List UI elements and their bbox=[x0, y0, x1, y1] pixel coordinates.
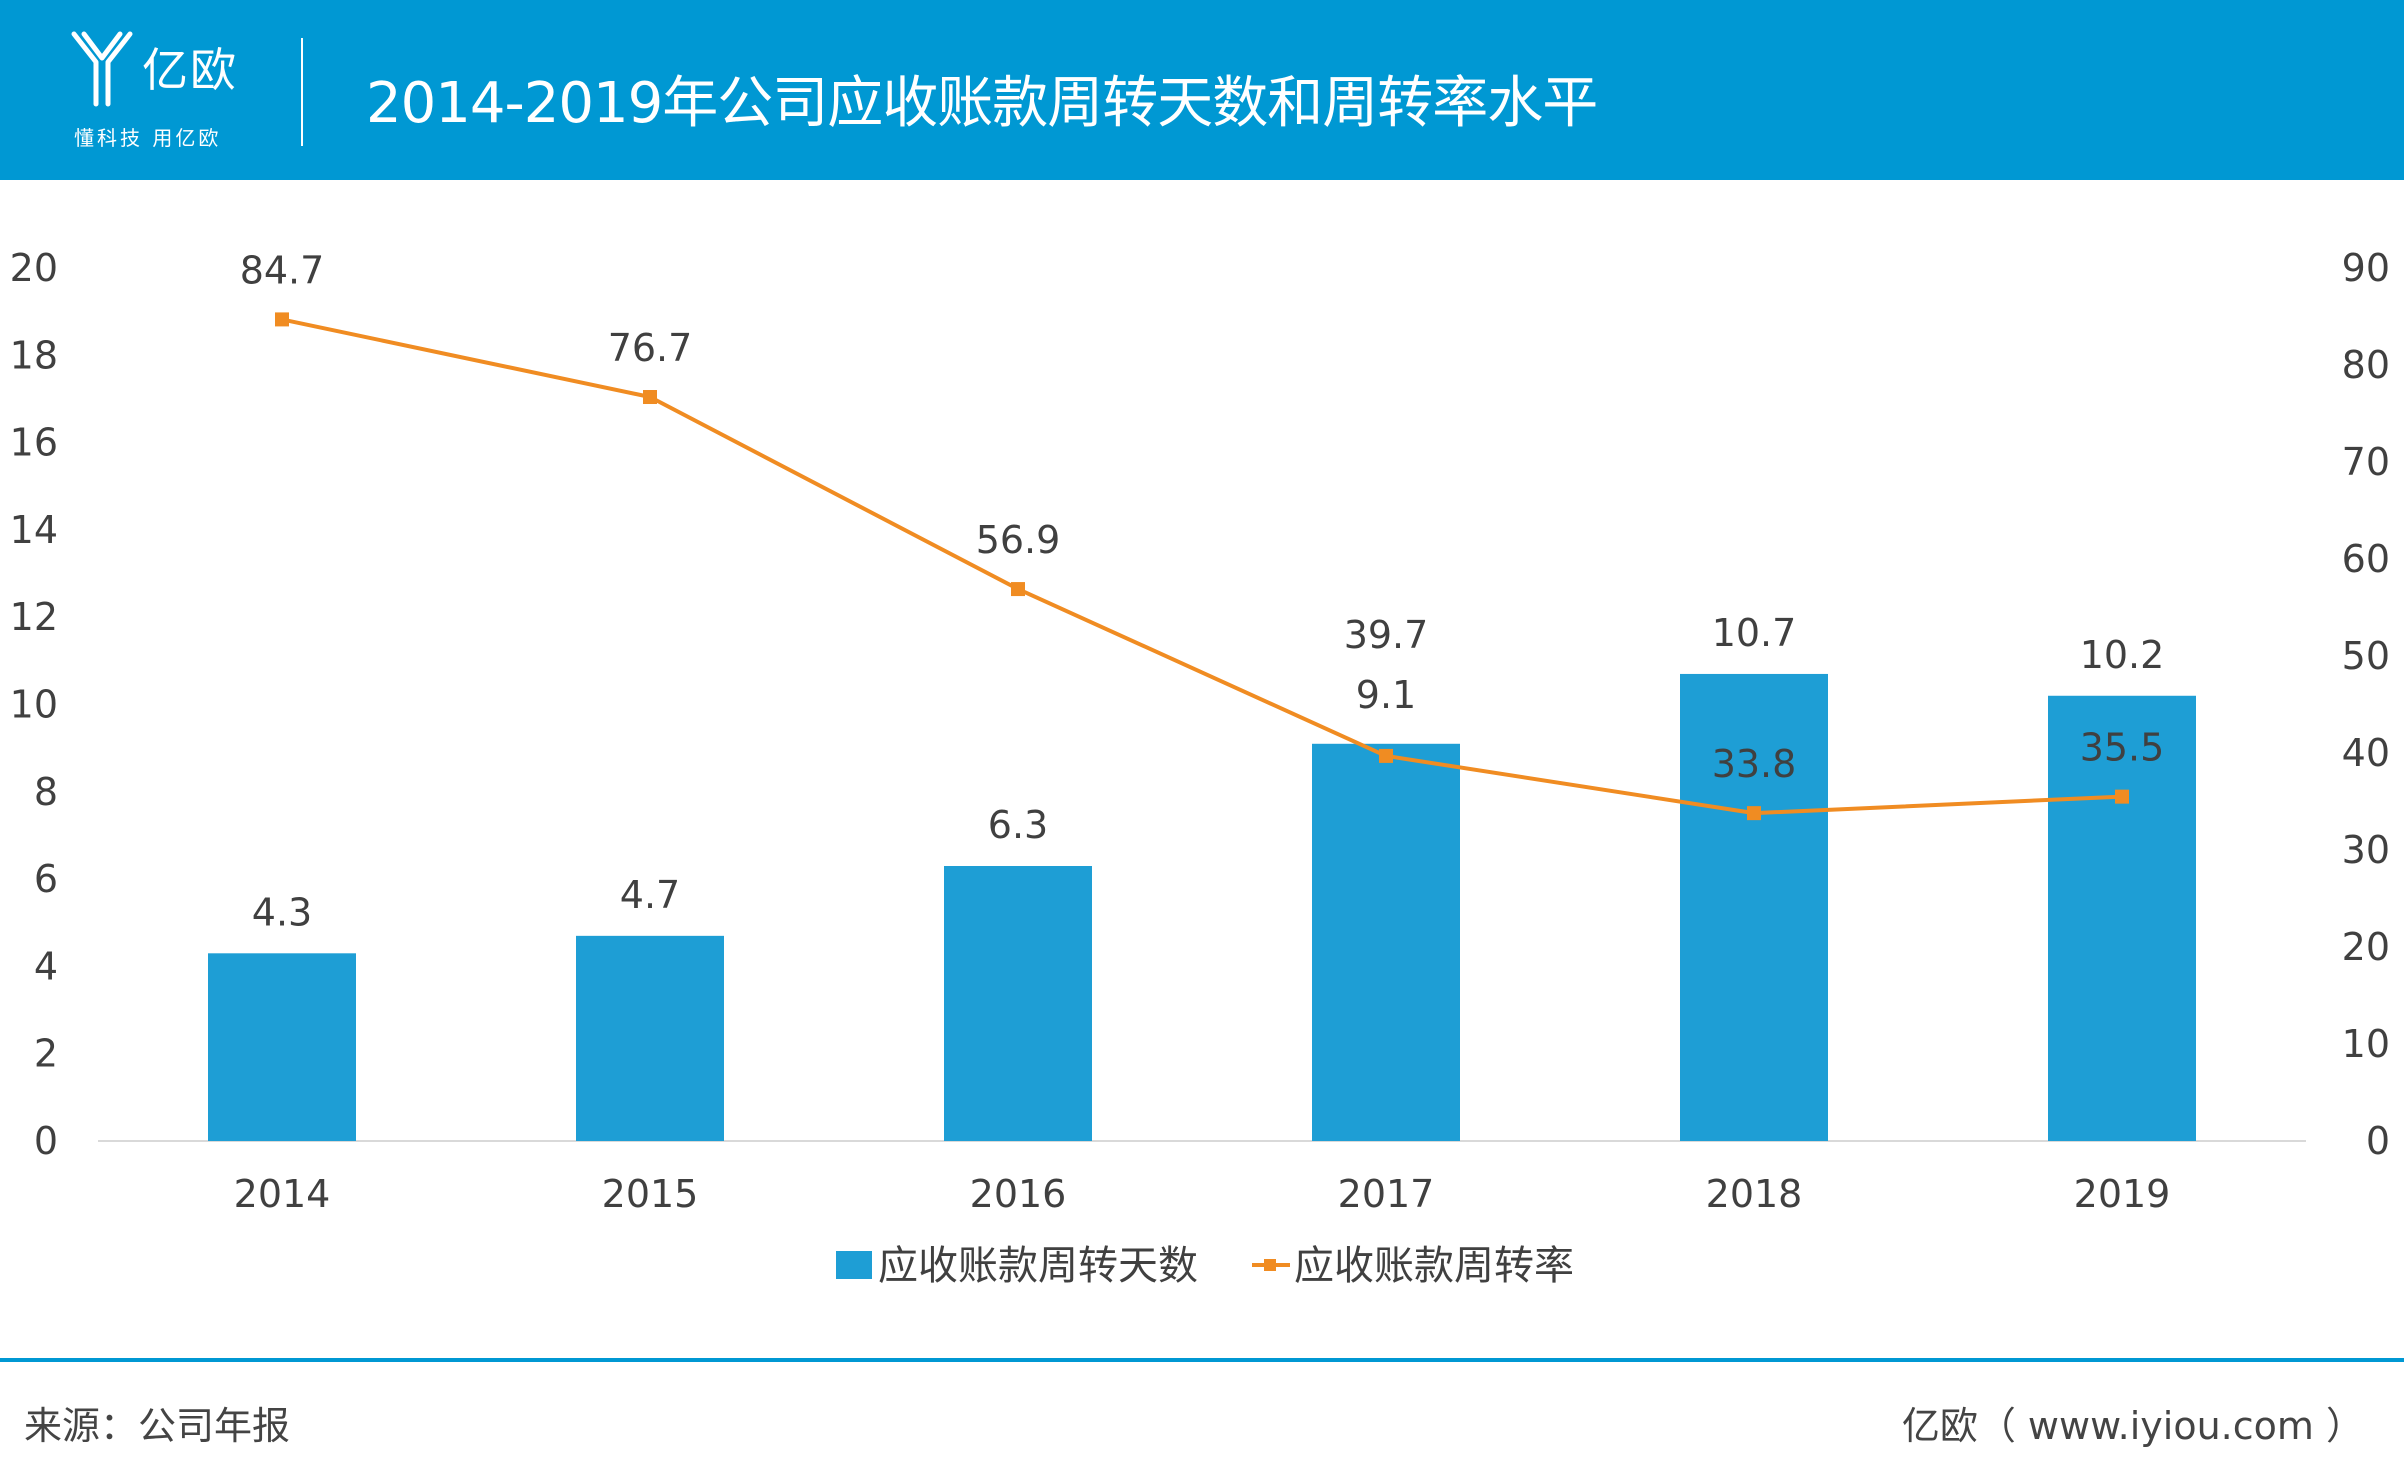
x-tick-label: 2015 bbox=[602, 1172, 699, 1216]
x-tick-label: 2014 bbox=[234, 1172, 331, 1216]
legend-bar-label: 应收账款周转天数 bbox=[878, 1243, 1198, 1289]
bar-2017 bbox=[1312, 743, 1460, 1141]
bar-data-label: 6.3 bbox=[988, 803, 1048, 847]
bar-data-label: 4.7 bbox=[620, 873, 680, 917]
y-right-tick-label: 0 bbox=[2366, 1119, 2390, 1163]
credit-note: 亿欧（ www.iyiou.com ） bbox=[1901, 1404, 2364, 1448]
y-left-tick-label: 8 bbox=[34, 770, 58, 814]
bar-2018 bbox=[1680, 673, 1828, 1141]
y-right-tick-label: 20 bbox=[2342, 925, 2390, 969]
bar-data-label: 4.3 bbox=[252, 890, 312, 934]
line-data-label: 33.8 bbox=[1712, 742, 1797, 786]
y-left-tick-label: 16 bbox=[10, 421, 58, 465]
turnover-rate-line bbox=[281, 317, 2123, 816]
chart-area: 0 2 4 6 8 10 12 14 16 18 20 0 10 20 30 40 50 60 70 80 90 2014… bbox=[10, 246, 2390, 1289]
bar-data-label: 10.7 bbox=[1712, 611, 1797, 655]
brand-y-icon bbox=[71, 31, 133, 107]
y-right-tick-label: 90 bbox=[2342, 246, 2390, 290]
bar-data-label: 10.2 bbox=[2080, 633, 2165, 677]
turnover-rate-point-2014 bbox=[275, 312, 289, 327]
turnover-rate-point-2019 bbox=[2115, 789, 2129, 804]
bar-2019 bbox=[2048, 695, 2196, 1141]
line-data-label: 56.9 bbox=[976, 518, 1061, 562]
legend-bar-swatch bbox=[836, 1251, 872, 1279]
y-left-tick-label: 6 bbox=[34, 857, 58, 901]
brand-slogan: 懂科技 用亿欧 bbox=[74, 126, 222, 150]
y-right-tick-label: 30 bbox=[2342, 828, 2390, 872]
legend-line-label: 应收账款周转率 bbox=[1294, 1243, 1574, 1289]
turnover-rate-point-2017 bbox=[1379, 748, 1393, 763]
y-left-tick-label: 18 bbox=[10, 333, 58, 377]
y-left-tick-label: 20 bbox=[10, 246, 58, 290]
line-data-label: 84.7 bbox=[240, 248, 325, 292]
turnover-rate-point-2015 bbox=[643, 390, 657, 405]
y-right-tick-label: 50 bbox=[2342, 634, 2390, 678]
y-right-tick-label: 80 bbox=[2342, 343, 2390, 387]
source-note: 来源：公司年报 bbox=[24, 1404, 291, 1448]
page-title: 2014-2019年公司应收账款周转天数和周转率水平 bbox=[366, 71, 1598, 136]
y-right-tick-label: 70 bbox=[2342, 440, 2390, 484]
bar-2015 bbox=[576, 935, 724, 1141]
line-data-label: 35.5 bbox=[2080, 726, 2165, 770]
legend-line-marker bbox=[1264, 1259, 1276, 1271]
line-data-label: 39.7 bbox=[1344, 613, 1429, 657]
y-left-tick-label: 4 bbox=[34, 944, 58, 988]
y-left-tick-label: 12 bbox=[10, 595, 58, 639]
x-tick-label: 2019 bbox=[2074, 1172, 2171, 1216]
bar-2016 bbox=[944, 866, 1092, 1141]
header-banner: 亿欧 懂科技 用亿欧 2014-2019年公司应收账款周转天数和周转率水平 bbox=[0, 0, 2404, 180]
brand-name: 亿欧 bbox=[142, 43, 238, 97]
x-tick-label: 2018 bbox=[1706, 1172, 1803, 1216]
footer-divider bbox=[0, 1358, 2404, 1362]
x-tick-label: 2016 bbox=[970, 1172, 1067, 1216]
line-data-label: 76.7 bbox=[608, 326, 693, 370]
x-tick-label: 2017 bbox=[1338, 1172, 1435, 1216]
y-left-tick-label: 10 bbox=[10, 683, 58, 727]
bar-data-label: 9.1 bbox=[1356, 673, 1416, 717]
y-left-tick-label: 0 bbox=[34, 1119, 58, 1163]
y-left-tick-label: 2 bbox=[34, 1032, 58, 1076]
y-right-tick-label: 40 bbox=[2342, 731, 2390, 775]
y-right-tick-label: 10 bbox=[2342, 1022, 2390, 1066]
turnover-rate-point-2018 bbox=[1747, 806, 1761, 821]
turnover-rate-point-2016 bbox=[1011, 582, 1025, 597]
header-divider bbox=[301, 38, 303, 146]
bar-2014 bbox=[208, 953, 356, 1141]
y-left-tick-label: 14 bbox=[10, 508, 58, 552]
y-right-tick-label: 60 bbox=[2342, 537, 2390, 581]
brand-logo: 亿欧 懂科技 用亿欧 bbox=[70, 28, 240, 150]
